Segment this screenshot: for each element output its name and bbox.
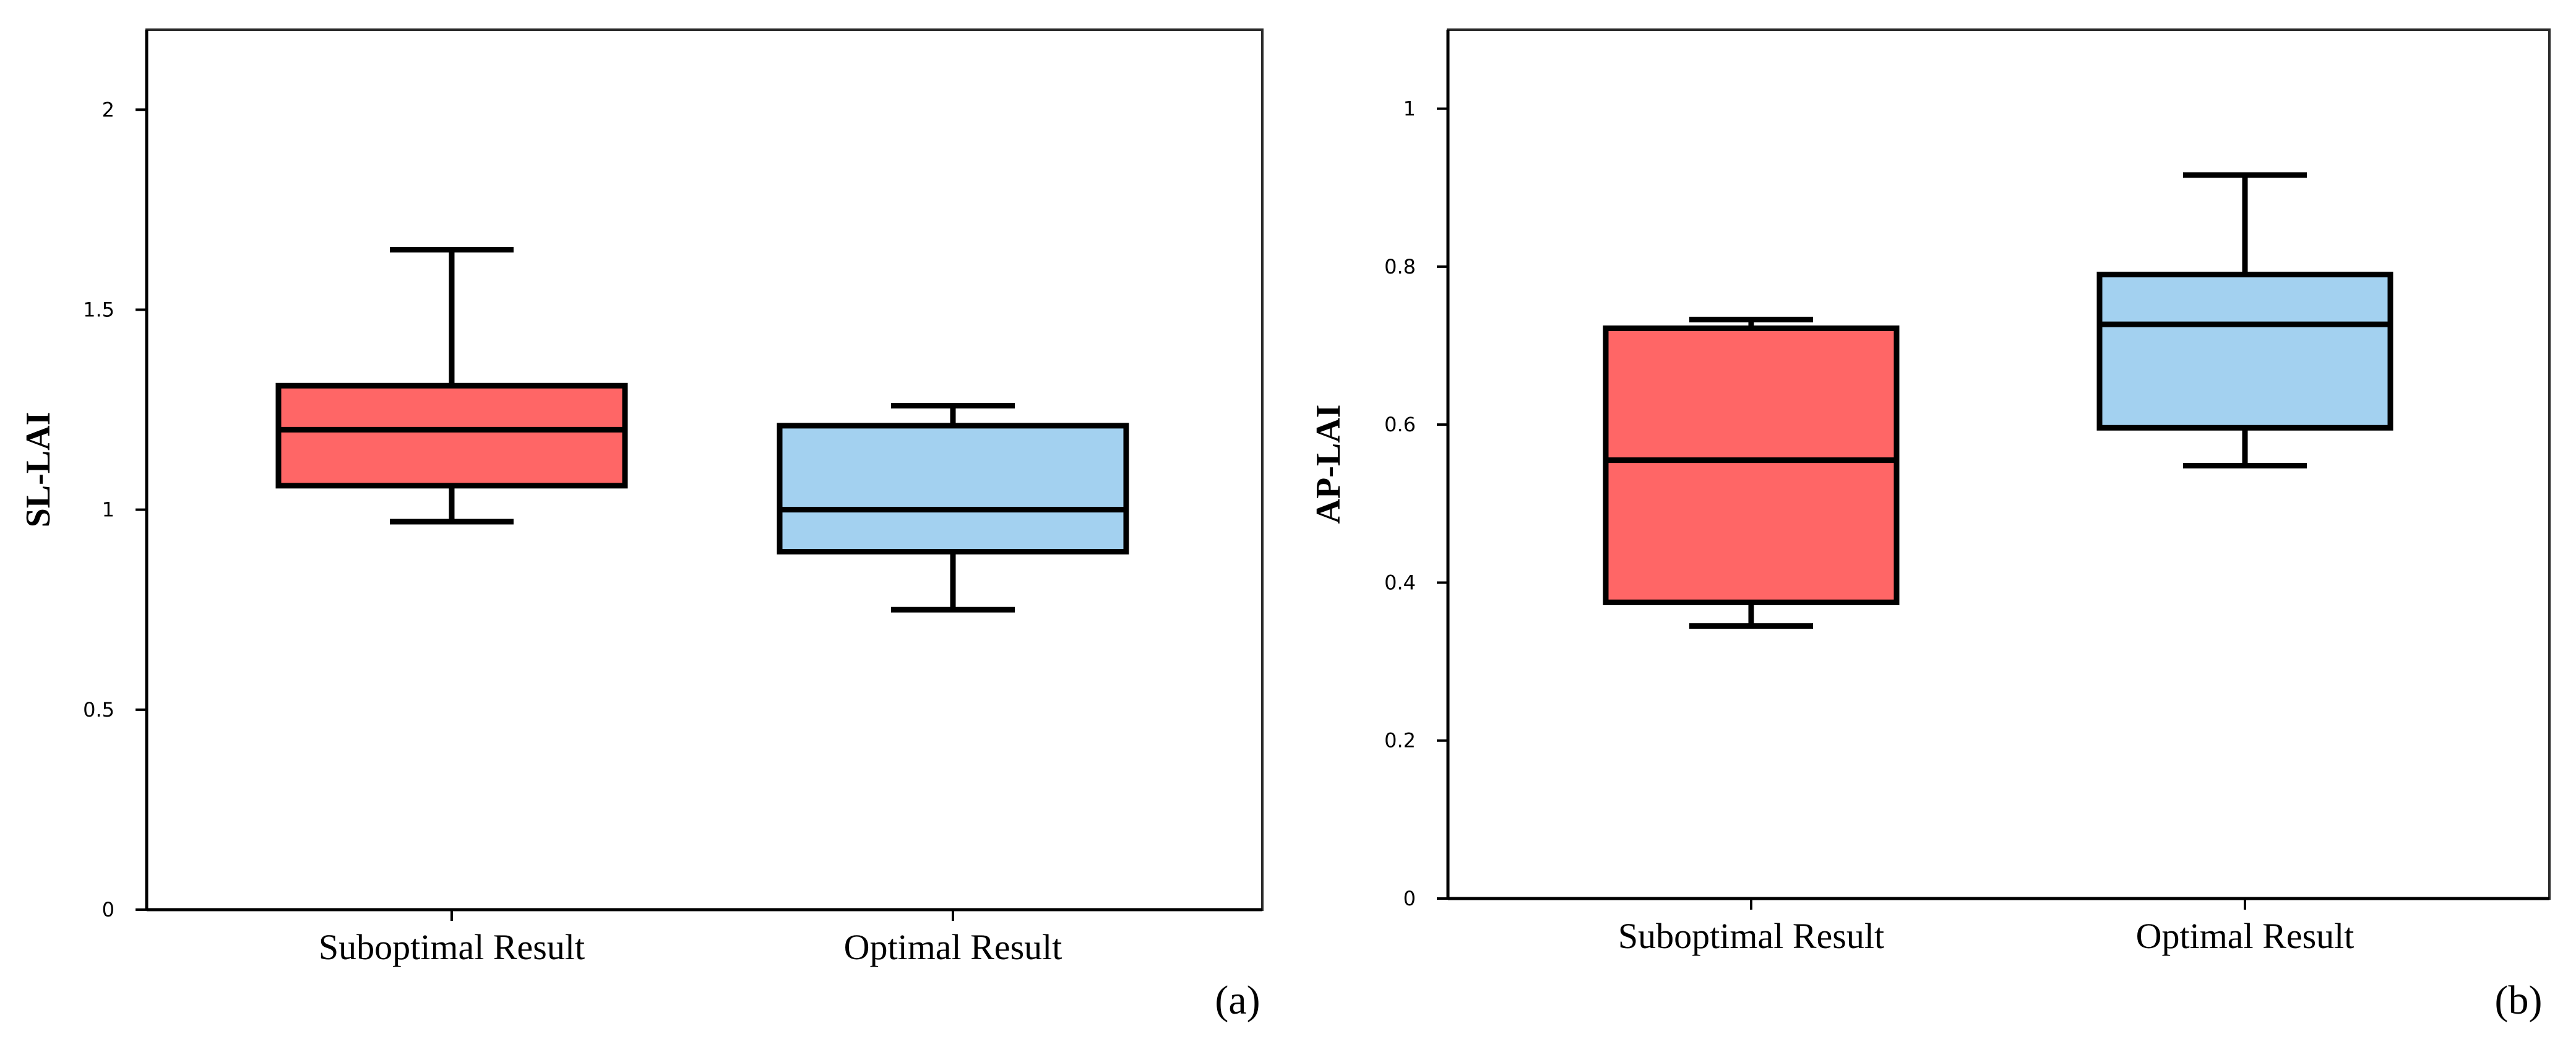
y-tick-label: 1: [102, 498, 114, 522]
panel-label: (b): [2495, 978, 2543, 1023]
y-axis-label: SL-LAI: [19, 412, 58, 528]
box-iqr-suboptimal: [1603, 325, 1900, 605]
y-tick-label: 0.5: [83, 698, 114, 722]
y-tick-label: 0.6: [1384, 413, 1416, 436]
y-tick-label: 0.2: [1384, 729, 1416, 752]
panel-label: (a): [1215, 978, 1260, 1023]
chart-panel-a: 0 0.5 1 1.5 2 SL-LAI Suboptimal Result Optimal …: [19, 28, 1264, 1023]
chart-panel-b: 0 0.2 0.4 0.6 0.8 1 AP-LAI Suboptimal Result Opt…: [1309, 28, 2551, 1023]
y-tick-label: 0.8: [1384, 255, 1416, 278]
x-category-label: Suboptimal Result: [319, 927, 585, 967]
box-iqr-optimal: [777, 423, 1129, 555]
box-iqr-optimal: [2096, 272, 2393, 431]
y-tick-label: 2: [102, 98, 114, 121]
y-axis-label: AP-LAI: [1309, 405, 1348, 524]
x-category-label: Suboptimal Result: [1618, 916, 1884, 956]
box-iqr-suboptimal: [275, 382, 628, 489]
y-tick-label: 0: [1403, 887, 1416, 910]
x-category-label: Optimal Result: [2136, 916, 2354, 956]
x-category-label: Optimal Result: [844, 927, 1062, 967]
y-tick-label: 1.5: [83, 298, 114, 321]
y-tick-label: 0: [102, 898, 114, 921]
y-tick-label: 1: [1403, 97, 1416, 121]
y-tick-label: 0.4: [1384, 571, 1416, 594]
